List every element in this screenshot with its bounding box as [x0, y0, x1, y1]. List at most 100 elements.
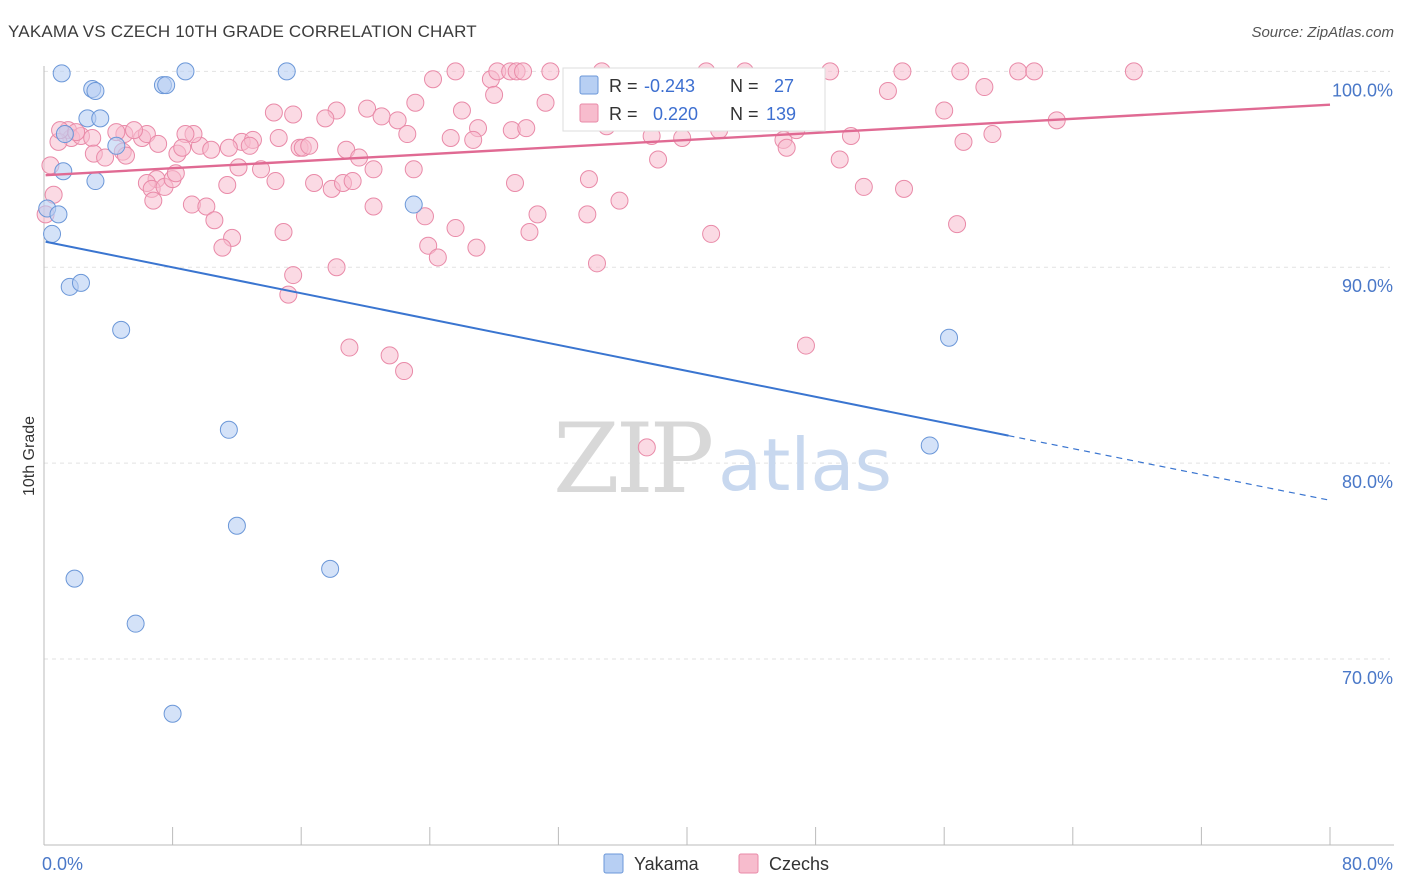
yakama-point	[86, 81, 105, 100]
yakama-points	[38, 62, 959, 723]
czech-point	[579, 170, 598, 189]
yakama-point	[112, 320, 131, 339]
czech-point	[578, 205, 597, 224]
x-tick-label: 0.0%	[42, 854, 83, 874]
yakama-trend-line-extension	[1008, 435, 1331, 501]
czech-point	[893, 62, 912, 81]
yakama-point	[107, 136, 126, 155]
yakama-point	[277, 62, 296, 81]
czech-point	[610, 191, 629, 210]
czech-point	[514, 62, 533, 81]
czech-point	[274, 222, 293, 241]
czech-point	[202, 140, 221, 159]
czech-point	[419, 236, 438, 255]
czech-point	[372, 107, 391, 126]
czech-point	[284, 266, 303, 285]
bottom-legend-swatch-czechs	[738, 853, 759, 874]
czech-point	[935, 101, 954, 120]
czech-point	[252, 160, 271, 179]
czech-point	[149, 134, 168, 153]
y-tick-label: 80.0%	[1342, 472, 1393, 492]
czech-point	[485, 85, 504, 104]
stats-legend: R = -0.243 N = 27 R = 0.220 N = 139	[562, 67, 826, 132]
yakama-point	[227, 516, 246, 535]
czech-point	[264, 103, 283, 122]
yakama-point	[321, 559, 340, 578]
czech-point	[983, 125, 1002, 144]
czech-point	[541, 62, 560, 81]
czech-point	[948, 215, 967, 234]
czech-point	[340, 338, 359, 357]
czech-point	[637, 438, 656, 457]
czech-point	[536, 93, 555, 112]
czech-point	[364, 160, 383, 179]
czech-point	[1124, 62, 1143, 81]
yakama-point	[920, 436, 939, 455]
czech-point	[266, 172, 285, 191]
bottom-legend-label-czechs: Czechs	[769, 854, 829, 874]
czech-point	[380, 346, 399, 365]
czech-point	[777, 138, 796, 157]
legend-r-label-yakama: R =	[609, 76, 638, 96]
czech-point	[702, 224, 721, 243]
czech-point	[144, 191, 163, 210]
czech-point	[424, 70, 443, 89]
czech-point	[125, 121, 144, 140]
trend-lines	[45, 103, 1331, 501]
czech-point	[415, 207, 434, 226]
czech-point	[1009, 62, 1028, 81]
czech-point	[404, 160, 423, 179]
czech-point	[205, 211, 224, 230]
yakama-point	[55, 125, 74, 144]
czech-point	[406, 93, 425, 112]
yakama-point	[54, 162, 73, 181]
yakama-point	[86, 172, 105, 191]
czech-point	[327, 258, 346, 277]
y-tick-label: 100.0%	[1332, 80, 1393, 100]
czech-point	[446, 219, 465, 238]
yakama-point	[163, 704, 182, 723]
bottom-legend-label-yakama: Yakama	[634, 854, 700, 874]
czech-point	[854, 177, 873, 196]
czech-point	[428, 248, 447, 267]
czech-point	[467, 238, 486, 257]
czech-point	[446, 62, 465, 81]
czech-point	[951, 62, 970, 81]
czech-point	[316, 109, 335, 128]
chart-title: YAKAMA VS CZECH 10TH GRADE CORRELATION C…	[8, 22, 477, 41]
y-axis-label: 10th Grade	[21, 416, 38, 496]
y-tick-labels: 70.0% 80.0% 90.0% 100.0%	[1332, 80, 1393, 688]
yakama-trend-line	[45, 240, 1009, 437]
legend-n-value-czechs: 139	[766, 104, 796, 124]
czech-point	[505, 174, 524, 193]
yakama-point	[91, 109, 110, 128]
legend-n-value-yakama: 27	[774, 76, 794, 96]
czech-point	[975, 78, 994, 97]
grid-lines	[44, 70, 1390, 660]
yakama-point	[71, 273, 90, 292]
axes	[43, 66, 1394, 846]
czech-point	[197, 197, 216, 216]
yakama-point	[65, 569, 84, 588]
czech-point	[398, 125, 417, 144]
yakama-point	[157, 76, 176, 95]
czech-point	[395, 362, 414, 381]
watermark-zip: ZIP	[553, 403, 712, 515]
legend-n-label-yakama: N =	[730, 76, 759, 96]
yakama-point	[940, 328, 959, 347]
czech-point	[240, 136, 259, 155]
czech-point	[96, 148, 115, 167]
czech-point	[1025, 62, 1044, 81]
czech-point	[452, 101, 471, 120]
czech-point	[587, 254, 606, 273]
legend-swatch-czechs	[579, 103, 599, 123]
chart-source: Source: ZipAtlas.com	[1251, 24, 1394, 41]
yakama-point	[43, 224, 62, 243]
czech-point	[213, 238, 232, 257]
czech-point	[830, 150, 849, 169]
czech-point	[173, 138, 192, 157]
y-tick-label: 90.0%	[1342, 276, 1393, 296]
czech-point	[520, 222, 539, 241]
czech-point	[284, 105, 303, 124]
czech-point	[364, 197, 383, 216]
